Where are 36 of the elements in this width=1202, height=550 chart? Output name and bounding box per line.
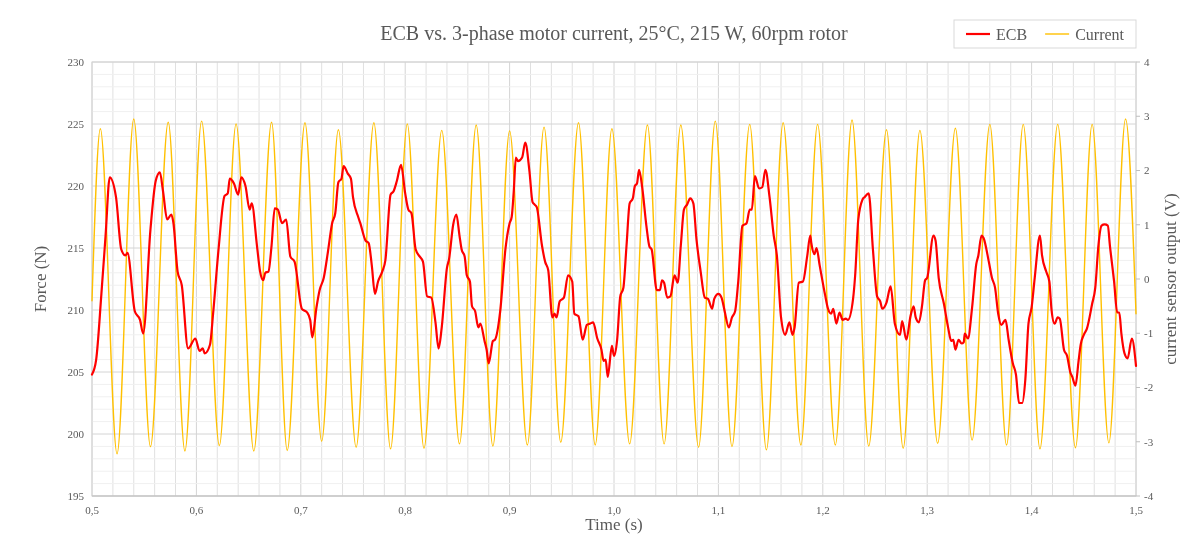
- y2-tick-label: 2: [1144, 164, 1150, 177]
- x-axis-title: Time (s): [585, 515, 643, 534]
- x-tick-label: 0,5: [85, 504, 100, 516]
- y2-tick-label: -3: [1144, 435, 1154, 448]
- legend-label: Current: [1075, 25, 1125, 43]
- x-tick-label: 0,9: [502, 504, 517, 516]
- y2-tick-label: -4: [1144, 489, 1154, 502]
- y-tick-label: 230: [67, 55, 85, 68]
- x-tick-label: 0,8: [398, 504, 413, 516]
- line-series: [91, 118, 1137, 455]
- y2-tick-label: -1: [1144, 327, 1154, 340]
- y2-tick-label: -2: [1144, 381, 1154, 394]
- y2-tick-label: 3: [1144, 110, 1150, 123]
- y2-tick-label: 4: [1144, 55, 1150, 68]
- y-tick-label: 215: [67, 241, 85, 254]
- y2-axis-title: current sensor output (V): [1161, 193, 1180, 365]
- y-axis-title: Force (N): [31, 245, 50, 313]
- x-tick-label: 1,5: [1129, 504, 1144, 516]
- chart-title: ECB vs. 3-phase motor current, 25°C, 215 W, 60rpm rotor: [380, 22, 849, 45]
- y-tick-label: 225: [67, 117, 85, 130]
- x-tick-label: 0,6: [189, 504, 204, 516]
- y-tick-label: 210: [67, 303, 85, 316]
- x-tick-label: 1,0: [607, 504, 622, 516]
- y-tick-label: 200: [67, 427, 85, 440]
- y-tick-label: 205: [67, 365, 85, 378]
- y2-tick-label: 0: [1144, 272, 1150, 285]
- x-tick-label: 1,1: [711, 504, 726, 516]
- x-tick-label: 1,2: [815, 504, 830, 516]
- x-tick-label: 0,7: [293, 504, 309, 516]
- x-tick-label: 1,3: [920, 504, 935, 516]
- y-tick-label: 195: [67, 489, 85, 502]
- line-series: [90, 141, 1138, 405]
- legend-label: ECB: [996, 25, 1028, 43]
- y2-tick-label: 1: [1144, 218, 1150, 231]
- y-tick-label: 220: [67, 179, 85, 192]
- x-tick-label: 1,4: [1024, 504, 1039, 516]
